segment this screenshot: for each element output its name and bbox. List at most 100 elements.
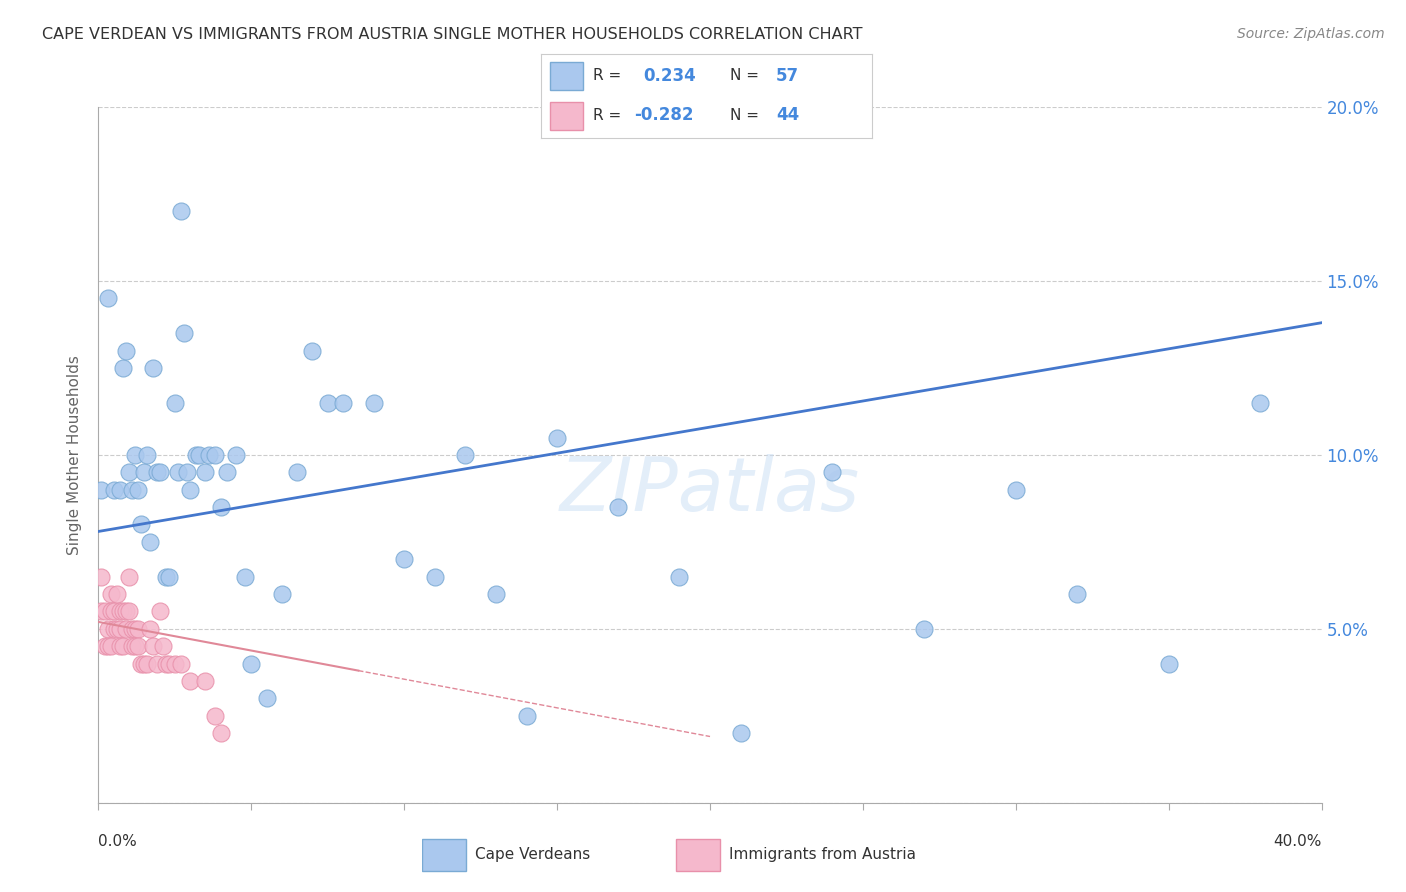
Point — [134, 657, 156, 671]
Point — [392, 552, 416, 566]
Point — [93, 605, 115, 619]
FancyBboxPatch shape — [550, 102, 582, 130]
Point — [108, 605, 131, 619]
Text: 57: 57 — [776, 67, 799, 85]
Point — [115, 622, 138, 636]
Point — [179, 674, 201, 689]
Point — [121, 483, 143, 497]
Point — [124, 622, 146, 636]
Text: 0.0%: 0.0% — [98, 834, 138, 849]
Point — [152, 639, 174, 653]
Point — [129, 517, 152, 532]
Point — [157, 570, 180, 584]
Point — [111, 605, 134, 619]
Point — [170, 657, 193, 671]
Text: 0.234: 0.234 — [644, 67, 696, 85]
Point — [204, 448, 226, 462]
Point — [115, 343, 138, 358]
Point — [316, 396, 339, 410]
Point — [1066, 587, 1088, 601]
Point — [108, 483, 131, 497]
Point — [204, 708, 226, 723]
Point — [240, 657, 263, 671]
Point — [194, 466, 217, 480]
Point — [124, 448, 146, 462]
Point — [111, 639, 134, 653]
Point — [108, 622, 131, 636]
Point — [668, 570, 690, 584]
Point — [121, 639, 143, 653]
Text: R =: R = — [592, 108, 621, 123]
Point — [115, 605, 138, 619]
Point — [93, 639, 115, 653]
Point — [157, 657, 180, 671]
Point — [90, 570, 112, 584]
Point — [301, 343, 323, 358]
Point — [121, 622, 143, 636]
Point — [142, 639, 165, 653]
Text: N =: N = — [730, 68, 759, 83]
Point — [149, 466, 172, 480]
Point — [97, 622, 120, 636]
Point — [209, 500, 232, 514]
Point — [124, 639, 146, 653]
Point — [103, 605, 125, 619]
Point — [194, 674, 217, 689]
Point — [118, 570, 141, 584]
Text: 40.0%: 40.0% — [1274, 834, 1322, 849]
Point — [129, 657, 152, 671]
Point — [516, 708, 538, 723]
Point — [145, 657, 167, 671]
Point — [136, 448, 159, 462]
Point — [912, 622, 935, 636]
Point — [215, 466, 238, 480]
Point — [127, 483, 149, 497]
Point — [118, 605, 141, 619]
Point — [186, 448, 208, 462]
Point — [485, 587, 508, 601]
Text: ZIPatlas: ZIPatlas — [560, 454, 860, 525]
Text: N =: N = — [730, 108, 759, 123]
Point — [139, 534, 162, 549]
Point — [363, 396, 385, 410]
Point — [225, 448, 247, 462]
Point — [821, 466, 844, 480]
Point — [108, 639, 131, 653]
Y-axis label: Single Mother Households: Single Mother Households — [67, 355, 83, 555]
Point — [127, 622, 149, 636]
Point — [173, 326, 195, 340]
Point — [546, 431, 568, 445]
Point — [155, 657, 177, 671]
Point — [111, 360, 134, 375]
Point — [1004, 483, 1026, 497]
Point — [136, 657, 159, 671]
Text: 44: 44 — [776, 106, 799, 124]
FancyBboxPatch shape — [422, 839, 467, 871]
Point — [127, 639, 149, 653]
Point — [103, 622, 125, 636]
Point — [149, 605, 172, 619]
Point — [163, 396, 186, 410]
Point — [139, 622, 162, 636]
Point — [90, 605, 112, 619]
Point — [97, 291, 120, 305]
Text: Source: ZipAtlas.com: Source: ZipAtlas.com — [1237, 27, 1385, 41]
Point — [90, 483, 112, 497]
Point — [105, 587, 128, 601]
Point — [97, 639, 120, 653]
Point — [454, 448, 477, 462]
Point — [1249, 396, 1271, 410]
Point — [145, 466, 167, 480]
Point — [100, 587, 122, 601]
Text: Cape Verdeans: Cape Verdeans — [475, 847, 591, 862]
Point — [105, 622, 128, 636]
Point — [285, 466, 308, 480]
Point — [179, 483, 201, 497]
Point — [176, 466, 198, 480]
Point — [163, 657, 186, 671]
Text: R =: R = — [592, 68, 621, 83]
Text: CAPE VERDEAN VS IMMIGRANTS FROM AUSTRIA SINGLE MOTHER HOUSEHOLDS CORRELATION CHA: CAPE VERDEAN VS IMMIGRANTS FROM AUSTRIA … — [42, 27, 863, 42]
Point — [332, 396, 354, 410]
Point — [167, 466, 190, 480]
Point — [118, 466, 141, 480]
